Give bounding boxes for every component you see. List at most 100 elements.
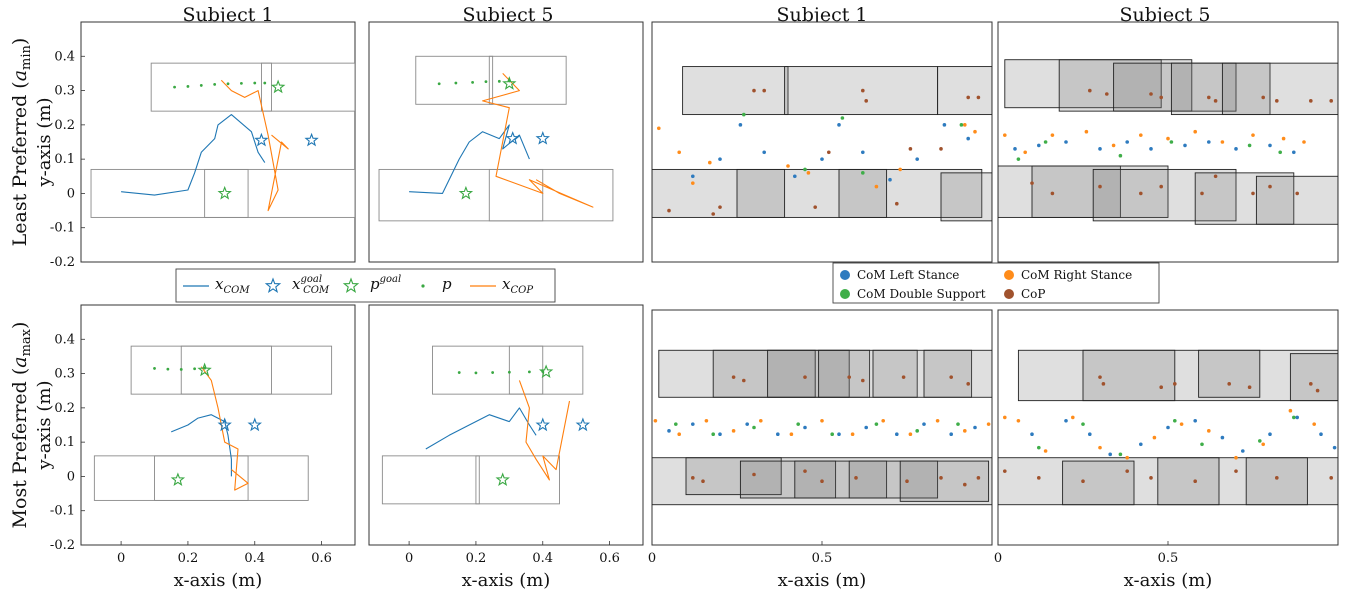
scatter-point [762, 150, 766, 155]
legend-dot [421, 284, 425, 288]
scatter-point [1319, 432, 1323, 437]
scatter-point [1023, 150, 1027, 155]
com-goal-star [505, 131, 520, 145]
footstep-point [186, 85, 190, 88]
scatter-point [1159, 385, 1163, 390]
scatter-point [874, 184, 879, 189]
scatter-point [1071, 415, 1075, 420]
scatter-point [752, 88, 756, 93]
legend-star [264, 277, 282, 293]
scatter-point [1292, 415, 1296, 420]
scatter-point [1118, 153, 1123, 158]
scatter-point [966, 136, 970, 141]
scatter-point [674, 422, 678, 426]
plot-content [998, 349, 1338, 506]
x-axis-label: x-axis (m) [778, 570, 867, 591]
row-label-sub: max [19, 328, 34, 356]
y-tick-label: 0.4 [54, 332, 75, 347]
scatter-point [956, 422, 960, 426]
scatter-point [752, 472, 756, 477]
scatter-point [803, 469, 807, 473]
scatter-point [1193, 129, 1197, 134]
foothold-box [739, 460, 837, 499]
scatter-point [1159, 95, 1163, 100]
plot-area [80, 304, 356, 546]
scatter-point [861, 88, 865, 93]
scatter-point [1295, 191, 1299, 196]
scatter-point [837, 123, 841, 127]
scatter-point [908, 147, 913, 151]
com-goal-star [535, 417, 550, 432]
scatter-point [1241, 449, 1245, 453]
foothold-box [872, 349, 973, 398]
scatter-point [976, 95, 981, 100]
row-label-bottom: Most Preferred (amax) [9, 322, 34, 529]
scatter-point [1088, 432, 1092, 437]
scatter-point [827, 150, 831, 155]
com-trajectory-line [170, 414, 232, 477]
scatter-point [1292, 150, 1296, 155]
y-tick-label: -0.1 [50, 504, 75, 519]
scatter-point [1332, 445, 1337, 450]
scatter-point [745, 422, 749, 426]
foothold-box [1113, 62, 1237, 112]
scatter-point [915, 429, 919, 433]
foothold-box [1255, 175, 1338, 225]
scatter-point [939, 147, 943, 151]
foothold-box [378, 168, 544, 222]
scatter-point [1139, 442, 1143, 447]
legend-sub: COP [510, 285, 533, 296]
plot-content [381, 345, 591, 505]
footstep-point [437, 82, 441, 86]
cop-trajectory-line [482, 73, 594, 208]
scatter-point [1050, 133, 1055, 137]
row-label-close: ) [9, 322, 31, 329]
scatter-point [1139, 191, 1143, 196]
row-label-top: Least Preferred (amin) [9, 38, 34, 247]
scatter-point [742, 378, 746, 383]
foothold-box [794, 460, 888, 499]
footstep-goal-star [170, 472, 186, 486]
scatter-point [1003, 133, 1007, 137]
foothold-box [204, 168, 355, 218]
scatter-point [803, 425, 807, 430]
footstep-point [491, 371, 495, 374]
x-tick-label: 0.5 [1158, 551, 1179, 566]
legend-label: p [442, 275, 452, 293]
foothold-box [1170, 62, 1271, 116]
scatter-point [742, 112, 746, 117]
scatter-point [1139, 133, 1143, 137]
y-tick-label: -0.2 [50, 538, 75, 553]
foothold-box [685, 457, 782, 496]
footstep-point [507, 370, 511, 374]
com-goal-star [217, 417, 232, 432]
footstep-point [193, 367, 197, 371]
scatter-point [1081, 479, 1085, 484]
x-tick-label: 0.5 [812, 551, 833, 566]
scatter-point [1251, 133, 1255, 137]
footstep-goal-star [270, 79, 286, 94]
footstep-point [166, 367, 170, 371]
scatter-point [963, 429, 967, 433]
scatter-point [840, 116, 845, 120]
scatter-point [1101, 382, 1106, 386]
scatter-point [1247, 143, 1252, 148]
plot-content [652, 66, 992, 222]
scatter-point [1315, 388, 1320, 393]
legend-sub: COM [223, 285, 250, 296]
scatter-point [963, 123, 967, 127]
plot-area [368, 304, 644, 546]
x-tick-label: 0 [405, 551, 413, 566]
panel-4: 0 0.2 0.4 0.6 [368, 304, 644, 566]
y-tick-label: 0.2 [54, 118, 75, 133]
row-label-sym: a [9, 70, 31, 81]
panel-8: 0 0.5 [994, 309, 1339, 566]
scatter-point [1268, 184, 1272, 189]
scatter-point [731, 429, 736, 433]
scatter-point [789, 432, 794, 437]
scatter-point [1302, 140, 1306, 144]
scatter-point [1258, 439, 1262, 443]
scatter-point [959, 123, 964, 127]
scatter-point [898, 167, 902, 172]
scatter-point [711, 432, 715, 437]
